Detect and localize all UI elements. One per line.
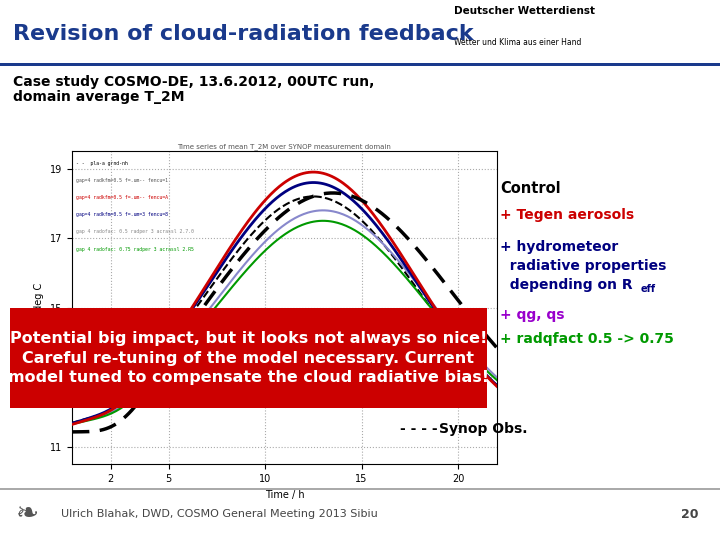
Text: + hydrometeor: + hydrometeor xyxy=(500,240,618,254)
Text: + Tegen aerosols: + Tegen aerosols xyxy=(500,208,634,222)
Text: domain average T_2M: domain average T_2M xyxy=(13,90,184,104)
Text: Control: Control xyxy=(500,181,561,196)
Text: gap 4 radofac: 0.75 radper 3 acrassl 2.R5: gap 4 radofac: 0.75 radper 3 acrassl 2.R… xyxy=(76,247,194,252)
Text: + qg, qs: + qg, qs xyxy=(500,308,565,322)
Text: - -  pla-a grnd-nh: - - pla-a grnd-nh xyxy=(76,160,128,166)
Text: DWD: DWD xyxy=(593,16,621,26)
Text: gap=4 radkfm=0.5 f=.um-- fencu=A: gap=4 radkfm=0.5 f=.um-- fencu=A xyxy=(76,195,168,200)
Text: eff: eff xyxy=(641,284,656,294)
Text: gap=4 radkfm=0.5 f=.um=3 fencu=8: gap=4 radkfm=0.5 f=.um=3 fencu=8 xyxy=(76,212,168,217)
Text: depending on R: depending on R xyxy=(500,278,633,292)
Text: Potential big impact, but it looks not always so nice!
Careful re-tuning of the : Potential big impact, but it looks not a… xyxy=(8,330,489,386)
Text: Ulrich Blahak, DWD, COSMO General Meeting 2013 Sibiu: Ulrich Blahak, DWD, COSMO General Meetin… xyxy=(61,509,378,519)
Text: Wetter und Klima aus einer Hand: Wetter und Klima aus einer Hand xyxy=(454,38,581,46)
Y-axis label: T in deg C: T in deg C xyxy=(35,283,45,333)
Text: - - - -: - - - - xyxy=(400,422,437,436)
Text: gap 4 radofac: 0.5 radper 3 acrassl 2.7.0: gap 4 radofac: 0.5 radper 3 acrassl 2.7.… xyxy=(76,230,194,234)
Text: + radqfact 0.5 -> 0.75: + radqfact 0.5 -> 0.75 xyxy=(500,332,674,346)
Text: gap=4 radkfm=0.5 f=.um-- fencu=1: gap=4 radkfm=0.5 f=.um-- fencu=1 xyxy=(76,178,168,183)
Text: 20: 20 xyxy=(681,508,698,521)
Text: Case study COSMO-DE, 13.6.2012, 00UTC run,: Case study COSMO-DE, 13.6.2012, 00UTC ru… xyxy=(13,75,374,89)
Title: Time series of mean T_2M over SYNOP measurement domain: Time series of mean T_2M over SYNOP meas… xyxy=(177,144,392,150)
Text: Synop Obs.: Synop Obs. xyxy=(439,422,528,436)
Text: Revision of cloud-radiation feedback: Revision of cloud-radiation feedback xyxy=(13,24,474,44)
Text: Deutscher Wetterdienst: Deutscher Wetterdienst xyxy=(454,6,595,17)
Text: radiative properties: radiative properties xyxy=(500,259,667,273)
X-axis label: Time / h: Time / h xyxy=(264,490,305,500)
Text: ❧: ❧ xyxy=(15,501,39,528)
